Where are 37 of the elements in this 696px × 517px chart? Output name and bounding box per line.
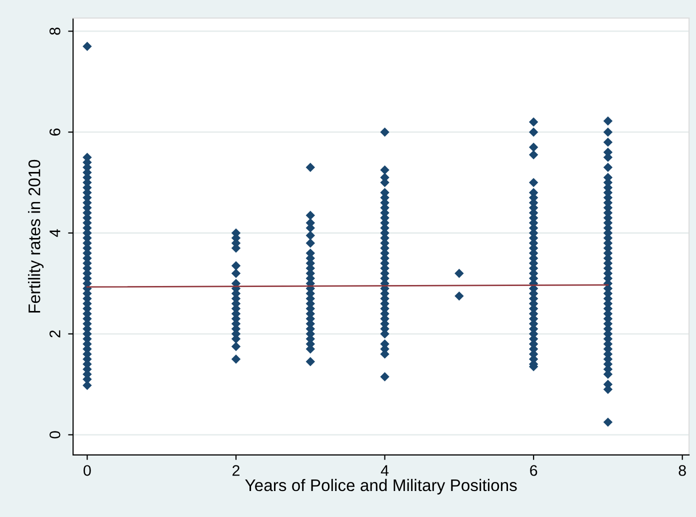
x-tick-label: 8 <box>678 465 686 476</box>
y-tick-label: 2 <box>50 330 60 338</box>
y-tick-label: 8 <box>50 28 60 35</box>
point <box>528 117 538 127</box>
point <box>454 268 464 278</box>
x-tick-label: 0 <box>84 465 91 476</box>
point <box>603 418 613 427</box>
x-tick-label: 6 <box>530 465 538 476</box>
point <box>380 165 390 175</box>
point <box>528 127 538 137</box>
y-tick-label: 6 <box>50 128 60 136</box>
point <box>603 138 613 147</box>
point <box>603 116 613 126</box>
point <box>306 230 315 240</box>
point <box>454 291 464 301</box>
x-tick-label: 4 <box>380 465 389 476</box>
point <box>528 178 538 188</box>
y-tick-label: 0 <box>50 431 60 438</box>
point <box>306 238 315 248</box>
point <box>380 127 390 137</box>
x-tick-label: 2 <box>232 465 240 476</box>
point <box>306 210 315 220</box>
point <box>231 261 241 270</box>
point <box>380 372 390 382</box>
point <box>306 162 315 172</box>
point <box>306 357 315 366</box>
y-axis-title: Fertility rates in 2010 <box>28 160 44 313</box>
point <box>231 268 241 278</box>
point <box>231 342 241 352</box>
point <box>603 162 613 172</box>
point <box>528 150 538 160</box>
point <box>82 42 92 51</box>
point <box>231 354 241 364</box>
x-axis-title: Years of Police and Military Positions <box>245 478 517 494</box>
y-tick-label: 4 <box>50 229 60 237</box>
point <box>603 127 613 137</box>
point <box>528 142 538 152</box>
